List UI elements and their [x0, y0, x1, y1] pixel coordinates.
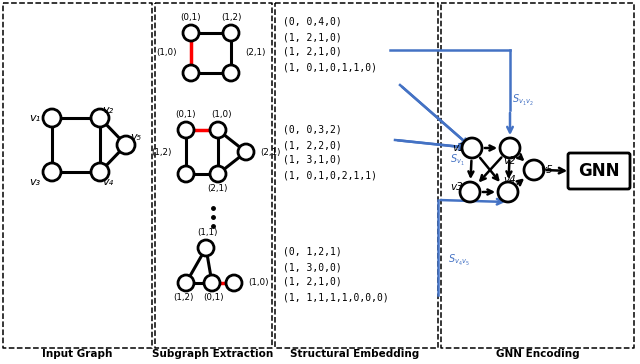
Circle shape: [500, 138, 520, 158]
Text: Input Graph: Input Graph: [42, 349, 112, 359]
Text: v₄: v₄: [102, 177, 113, 187]
Text: v2: v2: [504, 156, 516, 166]
Circle shape: [524, 160, 544, 180]
Text: (1,0): (1,0): [212, 110, 232, 119]
Text: (1,2): (1,2): [221, 13, 241, 22]
Circle shape: [178, 122, 194, 138]
Text: (0,1): (0,1): [176, 110, 196, 119]
Text: (2,1): (2,1): [208, 184, 228, 193]
Text: (1, 3,0,0): (1, 3,0,0): [283, 262, 342, 272]
Circle shape: [462, 138, 482, 158]
Text: (0,1): (0,1): [204, 293, 224, 302]
Circle shape: [183, 65, 199, 81]
Circle shape: [91, 109, 109, 127]
Text: Structural Embedding: Structural Embedding: [291, 349, 420, 359]
Text: (2,1): (2,1): [245, 48, 266, 58]
Text: $S_{v_1}$: $S_{v_1}$: [450, 153, 465, 167]
Text: v₂: v₂: [102, 105, 113, 115]
Circle shape: [198, 240, 214, 256]
Text: (1,2): (1,2): [173, 293, 195, 302]
Circle shape: [204, 275, 220, 291]
Text: (1,2): (1,2): [152, 147, 172, 157]
Circle shape: [43, 109, 61, 127]
Text: v₁: v₁: [29, 113, 40, 123]
Text: v5: v5: [541, 165, 554, 175]
Text: (1, 2,1,0): (1, 2,1,0): [283, 47, 342, 57]
Circle shape: [210, 166, 226, 182]
Text: (1,1): (1,1): [198, 228, 218, 237]
Text: (0, 0,4,0): (0, 0,4,0): [283, 17, 342, 27]
Text: (1, 0,1,0,1,1,0): (1, 0,1,0,1,1,0): [283, 62, 377, 72]
Text: v₅: v₅: [130, 132, 141, 142]
Circle shape: [210, 122, 226, 138]
Text: (1,0): (1,0): [248, 278, 269, 288]
Circle shape: [178, 275, 194, 291]
Circle shape: [43, 163, 61, 181]
Circle shape: [498, 182, 518, 202]
Text: v3: v3: [451, 182, 463, 192]
Text: Subgraph Extraction: Subgraph Extraction: [152, 349, 274, 359]
Circle shape: [223, 65, 239, 81]
Text: (1, 2,2,0): (1, 2,2,0): [283, 140, 342, 150]
Text: v1: v1: [452, 143, 465, 153]
Circle shape: [238, 144, 254, 160]
Circle shape: [223, 25, 239, 41]
Text: (0,1): (0,1): [180, 13, 202, 22]
Text: (1, 1,1,1,1,0,0,0): (1, 1,1,1,1,0,0,0): [283, 292, 388, 302]
Text: (1, 3,1,0): (1, 3,1,0): [283, 155, 342, 165]
Text: $S_{v_1 v_2}$: $S_{v_1 v_2}$: [512, 93, 534, 108]
Circle shape: [226, 275, 242, 291]
Text: (0, 1,2,1): (0, 1,2,1): [283, 247, 342, 257]
Text: (1, 0,1,0,2,1,1): (1, 0,1,0,2,1,1): [283, 170, 377, 180]
Circle shape: [91, 163, 109, 181]
Text: GNN: GNN: [579, 162, 620, 180]
Text: (1, 2,1,0): (1, 2,1,0): [283, 32, 342, 42]
Text: $S_{v_4 v_5}$: $S_{v_4 v_5}$: [448, 253, 470, 268]
Circle shape: [183, 25, 199, 41]
Circle shape: [178, 166, 194, 182]
Circle shape: [117, 136, 135, 154]
Circle shape: [460, 182, 480, 202]
Text: (1,0): (1,0): [156, 48, 177, 58]
Text: (1, 2,1,0): (1, 2,1,0): [283, 277, 342, 287]
Text: v4: v4: [504, 175, 516, 185]
FancyBboxPatch shape: [568, 153, 630, 189]
Text: v₃: v₃: [29, 177, 40, 187]
Text: (0, 0,3,2): (0, 0,3,2): [283, 125, 342, 135]
Text: GNN Encoding: GNN Encoding: [496, 349, 580, 359]
Text: (2,1): (2,1): [260, 147, 280, 157]
